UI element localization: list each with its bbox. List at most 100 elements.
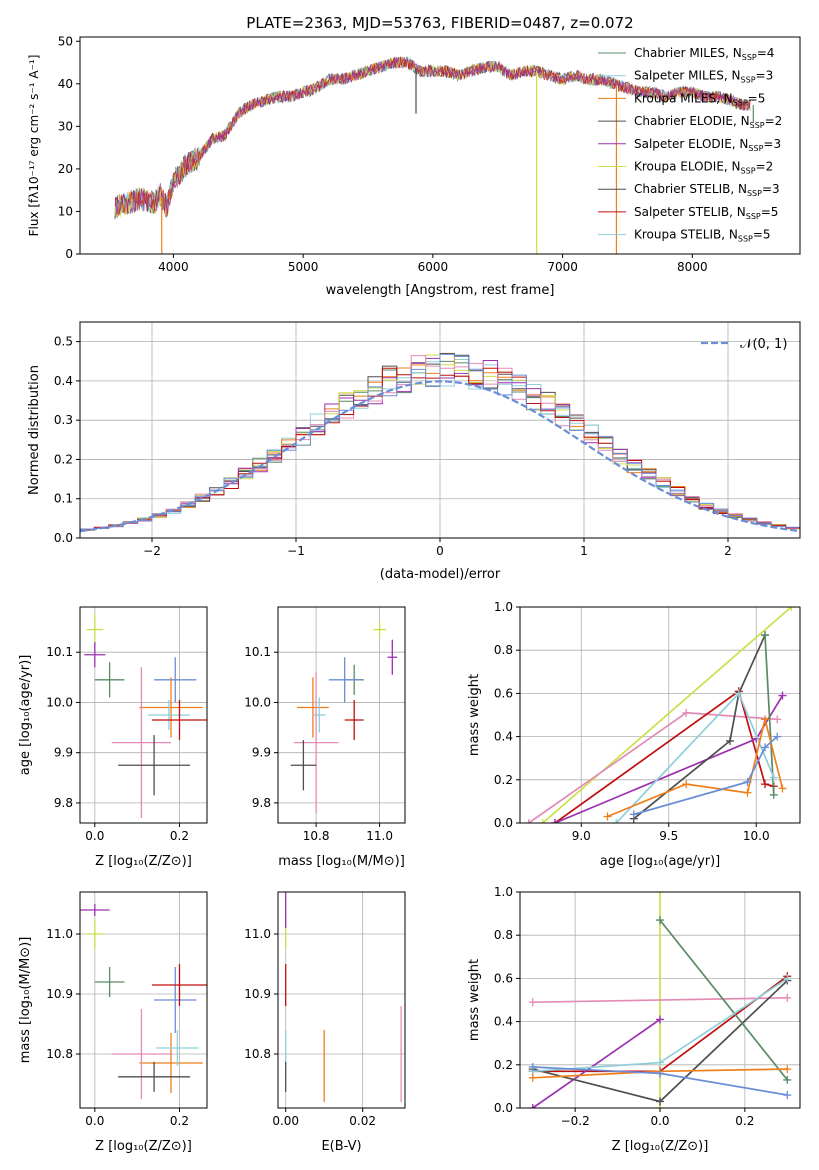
series-marker [528,998,537,1007]
series-marker [743,788,752,797]
y-axis-label: Normed distribution [27,365,42,495]
y-tick-label: 10 [58,204,73,218]
axes-frame [79,321,801,539]
series-marker [612,819,621,823]
y-tick-label: 9.9 [252,746,271,760]
axes-frame [277,606,406,824]
y-tick-label: 10.1 [244,645,271,659]
axes-frame [79,891,208,1109]
series-marker [656,1069,664,1078]
gaussian-curve [80,380,800,533]
y-tick-label: 0.1 [54,492,73,506]
series-marker [656,916,664,925]
series-marker [726,736,734,745]
series-marker [528,1062,537,1071]
legend-entry: Kroupa ELODIE, NSSP=2 [634,160,773,176]
y-axis-label: mass [log₁₀(M/M⊙)] [18,937,33,1064]
y-tick-label: 0.3 [54,413,73,427]
y-tick-label: 1.0 [494,600,513,614]
series-line [542,607,792,823]
x-tick-label: 0.2 [170,1114,189,1128]
x-tick-label: 0.2 [170,829,189,843]
x-tick-label: 1 [580,544,588,558]
x-axis-label: Z [log₁₀(Z/Z⊙)] [95,1139,192,1154]
chart-mass_vs_Z: 0.0 0.2 10.8 10.9 11.0 Z [log₁₀(Z/Z⊙)] mass [l… [18,891,208,1154]
series-marker [783,974,792,983]
x-tick-label: 0.00 [272,1114,299,1128]
series-marker [783,1075,792,1084]
legend-entry: Salpeter ELODIE, NSSP=3 [634,137,781,153]
y-tick-label: 0.0 [54,531,73,545]
x-axis-label: (data-model)/error [380,567,501,582]
y-tick-label: 0.5 [54,335,73,349]
axes-frame [79,606,208,824]
y-axis-label: mass weight [467,674,482,756]
y-tick-label: 30 [58,119,73,133]
chart-residuals: −2 −1 0 1 2 0.0 0.1 0.2 0.3 0.4 0.5 (data-model)/er… [27,321,801,582]
x-tick-label: 5000 [288,260,319,274]
x-tick-label: 10.8 [303,829,330,843]
y-tick-label: 20 [58,162,73,176]
series-line [528,711,778,823]
series-marker [734,689,743,698]
x-tick-label: −2 [143,544,161,558]
errorbars [285,892,402,1102]
errorbars [84,614,207,818]
x-tick-label: −1 [287,544,305,558]
x-axis-label: Z [log₁₀(Z/Z⊙)] [612,1139,709,1154]
series-marker [783,993,792,1002]
x-axis-label: wavelength [Angstrom, rest frame] [326,283,555,298]
x-axis-label: age [log₁₀(age/yr)] [600,854,721,869]
errorbars [290,622,398,813]
chart-age_vs_Z: 0.0 0.2 9.8 9.9 10.0 10.1 Z [log₁₀(Z/Z⊙)] age [… [18,606,208,869]
legend-entry: Chabrier MILES, NSSP=4 [634,46,774,62]
y-tick-label: 40 [58,77,73,91]
y-tick-label: 9.8 [252,796,271,810]
legend: Chabrier MILES, NSSP=4 Salpeter MILES, NS… [598,46,782,244]
figure-title: PLATE=2363, MJD=53763, FIBERID=0487, z=0… [246,14,633,32]
series-line [532,1018,661,1108]
series-line [764,635,775,795]
legend-entry: Chabrier ELODIE, NSSP=2 [634,114,782,130]
series-marker [783,1065,792,1074]
series-line [532,996,788,1004]
legend-entry: Kroupa MILES, NSSP=5 [634,91,765,107]
legend-entry: Chabrier STELIB, NSSP=3 [634,182,780,198]
series-marker [682,780,691,789]
series-marker [528,1104,537,1108]
y-tick-label: 0.6 [494,686,513,700]
series-marker [769,790,778,799]
x-tick-label: −0.2 [561,1114,590,1128]
y-tick-label: 0.6 [494,971,513,985]
x-axis-label: Z [log₁₀(Z/Z⊙)] [95,854,192,869]
series-marker [743,777,752,786]
y-axis-label: age [log₁₀(age/yr)] [18,655,33,776]
x-tick-label: 6000 [418,260,449,274]
y-tick-label: 9.8 [54,796,73,810]
series-line [633,634,766,820]
series-marker [603,812,612,821]
chart-massweight_vs_Z: −0.2 0.0 0.2 0.0 0.2 0.4 0.6 0.8 1.0 Z [log₁₀(Z/Z… [467,885,801,1154]
series-line [633,735,778,816]
y-tick-label: 0.2 [494,773,513,787]
x-tick-label: 11.0 [366,829,393,843]
x-axis-label: E(B-V) [321,1139,361,1154]
series-marker [761,743,769,752]
legend-entry: Salpeter MILES, NSSP=3 [634,69,773,85]
y-tick-label: 9.9 [54,746,73,760]
x-tick-label: 8000 [677,260,708,274]
series-line [659,919,788,1081]
x-tick-label: 10.0 [743,829,770,843]
y-tick-label: 0.0 [494,816,513,830]
x-tick-label: 9.5 [659,829,678,843]
y-tick-label: 1.0 [494,885,513,899]
series-marker [761,715,769,724]
series-line [554,689,775,823]
series-marker [783,1091,792,1100]
series-marker [778,784,787,793]
y-tick-label: 10.8 [46,1047,73,1061]
y-axis-label: mass weight [467,959,482,1041]
errorbars [80,904,207,1099]
series-marker [656,1097,664,1106]
